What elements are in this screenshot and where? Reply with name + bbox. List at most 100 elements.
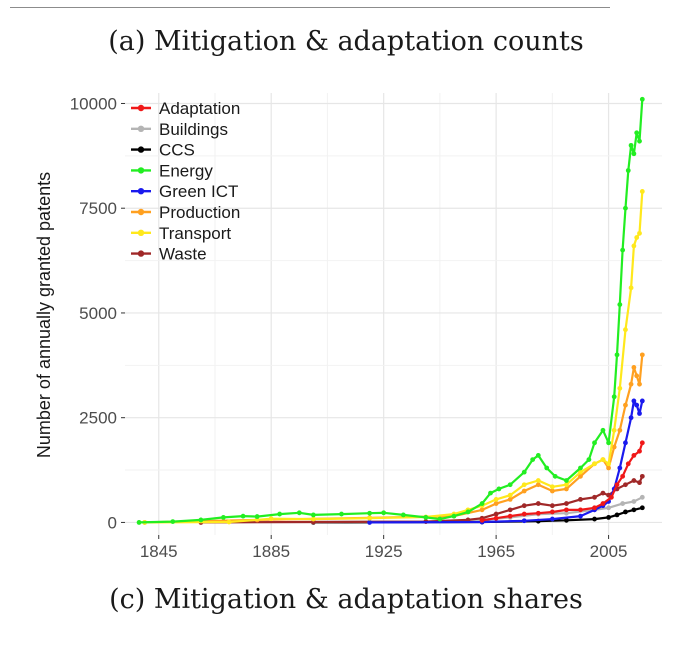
data-point: [611, 444, 617, 450]
data-point: [637, 381, 642, 387]
data-point: [507, 513, 513, 519]
data-point: [637, 480, 642, 486]
legend-label: Waste: [159, 245, 207, 264]
data-point: [381, 510, 387, 516]
data-point: [564, 517, 569, 523]
data-point: [578, 496, 583, 502]
data-point: [549, 488, 555, 494]
data-point: [628, 142, 634, 148]
legend-label: Adaptation: [159, 99, 240, 118]
x-tick-label: 1925: [365, 542, 403, 561]
data-point: [639, 398, 645, 404]
data-point: [339, 511, 344, 517]
data-point: [617, 302, 623, 307]
data-point: [535, 478, 541, 483]
data-point: [552, 473, 558, 479]
series-transport: [142, 189, 645, 525]
data-point: [592, 516, 597, 522]
data-point: [493, 496, 499, 502]
data-point: [623, 440, 628, 446]
data-point: [617, 427, 623, 433]
data-point: [631, 398, 637, 404]
data-point: [507, 482, 513, 488]
data-point: [623, 482, 628, 488]
data-point: [617, 385, 623, 391]
data-point: [606, 465, 611, 471]
series-adaptation: [479, 440, 645, 523]
data-point: [578, 507, 583, 513]
data-point: [634, 373, 640, 379]
data-point: [611, 427, 617, 433]
data-point: [623, 509, 628, 515]
legend-swatch-dot: [137, 250, 145, 257]
data-point: [465, 509, 471, 515]
data-point: [600, 490, 606, 496]
data-point: [437, 516, 443, 522]
data-point: [296, 510, 302, 516]
data-point: [623, 327, 628, 333]
x-tick-label: 2005: [590, 542, 628, 561]
legend-swatch-dot: [137, 188, 145, 195]
data-point: [592, 440, 597, 446]
data-point: [578, 465, 583, 471]
data-point: [451, 513, 457, 519]
data-point: [521, 511, 527, 517]
data-point: [634, 235, 640, 240]
data-point: [639, 473, 645, 479]
data-point: [631, 499, 637, 504]
data-point: [535, 482, 541, 488]
data-point: [606, 461, 611, 467]
data-point: [578, 513, 583, 519]
y-tick-label: 10000: [70, 94, 117, 113]
data-point: [600, 501, 606, 506]
data-point: [639, 440, 645, 446]
data-point: [614, 352, 620, 358]
y-tick-label: 7500: [79, 199, 117, 218]
top-rule: [10, 7, 610, 8]
series-line: [481, 442, 644, 522]
data-point: [479, 517, 485, 523]
data-point: [496, 486, 502, 492]
data-point: [617, 465, 623, 471]
data-point: [493, 511, 499, 517]
data-point: [631, 151, 637, 157]
data-point: [367, 515, 373, 521]
data-point: [564, 482, 569, 488]
x-tick-label: 1885: [252, 542, 290, 561]
data-point: [637, 138, 642, 144]
legend-label: Energy: [159, 161, 213, 180]
data-point: [535, 510, 541, 516]
legend-swatch-dot: [137, 125, 145, 132]
data-point: [634, 402, 640, 408]
data-point: [479, 507, 485, 513]
data-point: [592, 461, 597, 467]
data-point: [493, 501, 499, 506]
legend-label: CCS: [159, 141, 195, 160]
data-point: [221, 515, 226, 520]
series-production: [142, 352, 645, 525]
data-point: [620, 473, 626, 479]
legend-swatch-dot: [137, 146, 145, 153]
data-point: [608, 494, 614, 500]
data-point: [535, 501, 541, 506]
data-point: [634, 130, 640, 136]
data-point: [578, 473, 583, 479]
data-point: [637, 448, 642, 454]
data-point: [631, 478, 637, 483]
data-point: [614, 512, 620, 518]
data-point: [628, 415, 634, 421]
data-point: [226, 519, 232, 525]
data-point: [620, 501, 626, 506]
data-point: [639, 505, 645, 511]
data-point: [639, 494, 645, 500]
series-waste: [198, 473, 645, 525]
data-point: [637, 230, 642, 236]
data-point: [198, 517, 204, 523]
data-point: [493, 515, 499, 521]
data-point: [521, 469, 527, 475]
data-point: [277, 511, 283, 517]
data-point: [310, 516, 316, 522]
data-point: [564, 486, 569, 492]
data-point: [549, 516, 555, 522]
data-point: [549, 503, 555, 509]
